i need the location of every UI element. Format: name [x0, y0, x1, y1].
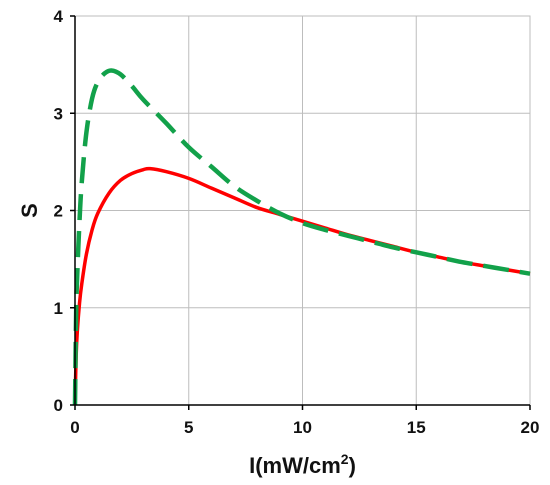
- y-axis-title: S: [17, 203, 42, 218]
- axes: [70, 15, 531, 410]
- x-axis-title-superscript: 2: [341, 451, 349, 467]
- x-tick-label: 5: [184, 418, 193, 437]
- series-layer: [72, 68, 531, 406]
- x-tick-label: 15: [407, 418, 426, 437]
- x-tick-label: 20: [521, 418, 540, 437]
- x-axis-title: I(mW/cm2): [249, 451, 356, 478]
- y-tick-label: 2: [54, 202, 63, 221]
- grid: [74, 15, 531, 406]
- x-tick-label: 0: [70, 418, 79, 437]
- y-tick-label: 0: [54, 396, 63, 415]
- series-line-2: [72, 68, 531, 406]
- x-axis-title-main: I(mW/cm: [249, 453, 341, 478]
- tick-labels: 0 5 10 15 20 0 1 2 3 4: [54, 7, 540, 437]
- x-tick-label: 10: [293, 418, 312, 437]
- y-tick-label: 3: [54, 104, 63, 123]
- y-tick-label: 4: [54, 7, 64, 26]
- y-tick-label: 1: [54, 299, 63, 318]
- x-axis-title-close: ): [349, 453, 356, 478]
